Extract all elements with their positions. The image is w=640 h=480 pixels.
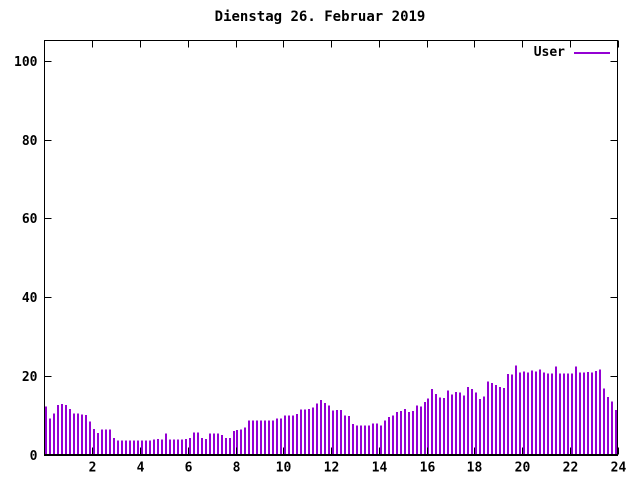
bars-group: [45, 365, 617, 455]
x-tick-label: 24: [611, 461, 627, 476]
x-tick-label: 10: [276, 461, 292, 476]
x-tick-label: 2: [89, 461, 97, 476]
legend-series-label: User: [533, 45, 565, 60]
y-tick-label: 100: [14, 55, 38, 70]
axis-ticks: [44, 40, 619, 456]
x-tick-label: 20: [515, 461, 531, 476]
y-tick-label: 60: [22, 212, 38, 227]
x-tick-label: 16: [420, 461, 436, 476]
legend-line-sample-icon: [574, 52, 610, 54]
y-tick-label: 40: [22, 291, 38, 306]
x-tick-label: 4: [137, 461, 145, 476]
x-tick-label: 18: [467, 461, 483, 476]
x-tick-label: 14: [372, 461, 388, 476]
x-tick-label: 12: [324, 461, 340, 476]
x-tick-label: 8: [233, 461, 241, 476]
legend: User: [420, 45, 610, 61]
x-tick-label: 6: [185, 461, 193, 476]
y-tick-label: 80: [22, 134, 38, 149]
chart-title: Dienstag 26. Februar 2019: [214, 9, 426, 25]
y-tick-label: 20: [22, 370, 38, 385]
y-tick-label: 0: [30, 449, 38, 464]
x-tick-label: 22: [563, 461, 579, 476]
